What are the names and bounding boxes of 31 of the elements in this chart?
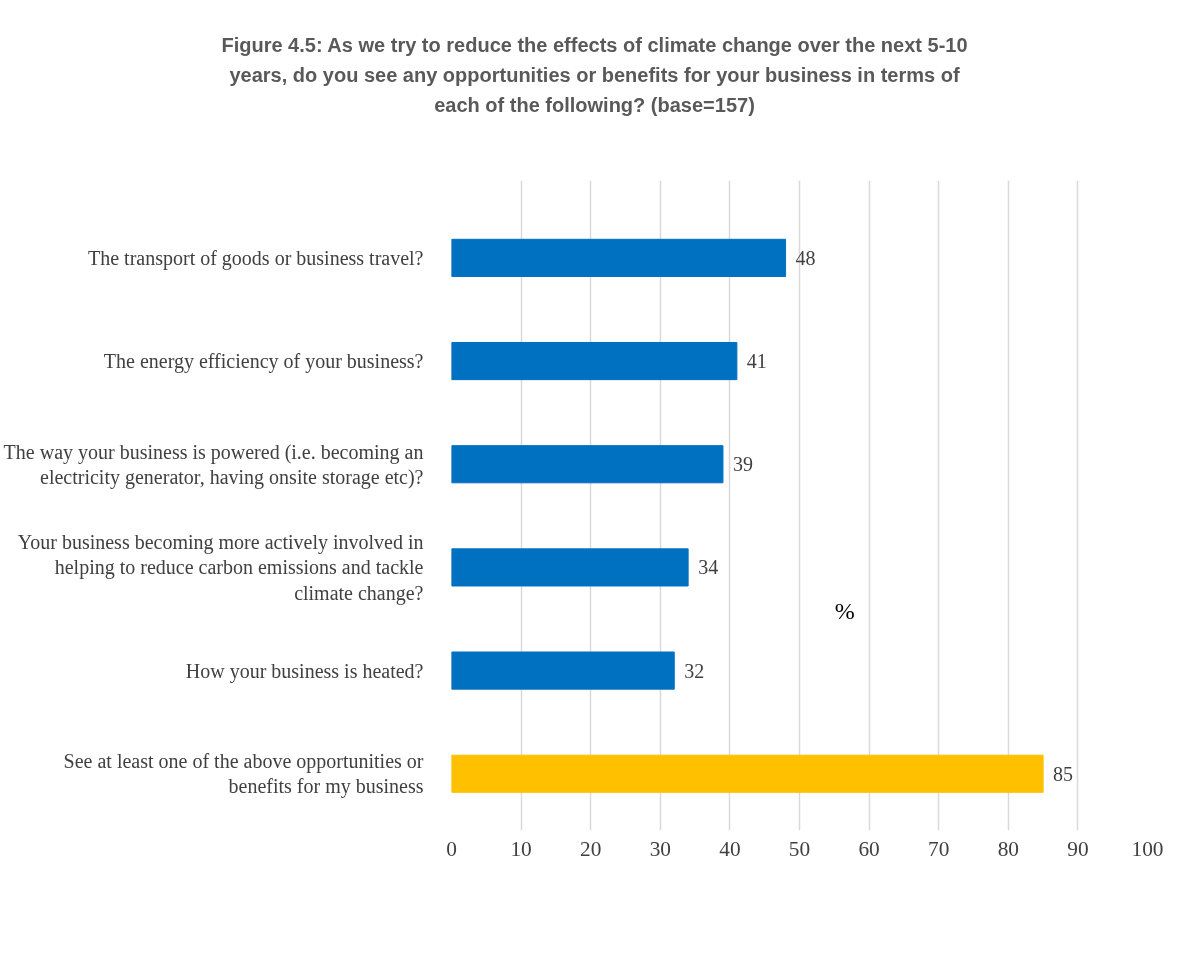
x-tick-label: 20 [580, 836, 602, 861]
x-tick-label: 40 [719, 836, 741, 861]
bar [451, 548, 689, 587]
bar [451, 341, 738, 381]
x-tick-label: 70 [928, 836, 950, 861]
bar [451, 238, 787, 277]
y-tick-label: Your business becoming more actively involved in helping to reduce carbon emissions and tackle climate change? [17, 531, 424, 605]
x-tick-label: 100 [1131, 836, 1164, 861]
x-tick-label: 50 [788, 836, 811, 861]
x-tick-label: 0 [446, 836, 457, 861]
bar [451, 651, 675, 690]
y-tick-label: How your business is heated? [185, 659, 424, 683]
y-tick-label: See at least one of the above opportunities or benefits for my business [63, 750, 424, 799]
bar [451, 754, 1044, 793]
data-label: 85 [1053, 762, 1074, 785]
x-tick-label: 80 [997, 836, 1019, 861]
x-tick-label: 10 [510, 836, 532, 861]
y-tick-label: The way your business is powered (i.e. becoming an electricity generator, having onsite storage etc)? [3, 440, 424, 489]
data-label: 41 [746, 350, 767, 373]
data-label: 39 [732, 453, 753, 476]
x-tick-label: 90 [1067, 836, 1089, 861]
data-label: 34 [698, 556, 719, 579]
y-tick-label: The energy efficiency of your business? [103, 350, 424, 374]
data-label: 48 [795, 246, 816, 269]
chart-title: Figure 4.5: As we try to reduce the effects of climate change over the next 5-10 years, do you see any opportunities or benefits for your business in terms of each of the following? (base=157) [221, 33, 968, 118]
y-tick-label: The transport of goods or business travel? [88, 246, 424, 270]
x-tick-label: 60 [858, 836, 880, 861]
x-tick-label: 30 [649, 836, 671, 861]
annotation: % [834, 597, 855, 624]
bar [451, 445, 724, 484]
data-label: 32 [684, 659, 705, 682]
